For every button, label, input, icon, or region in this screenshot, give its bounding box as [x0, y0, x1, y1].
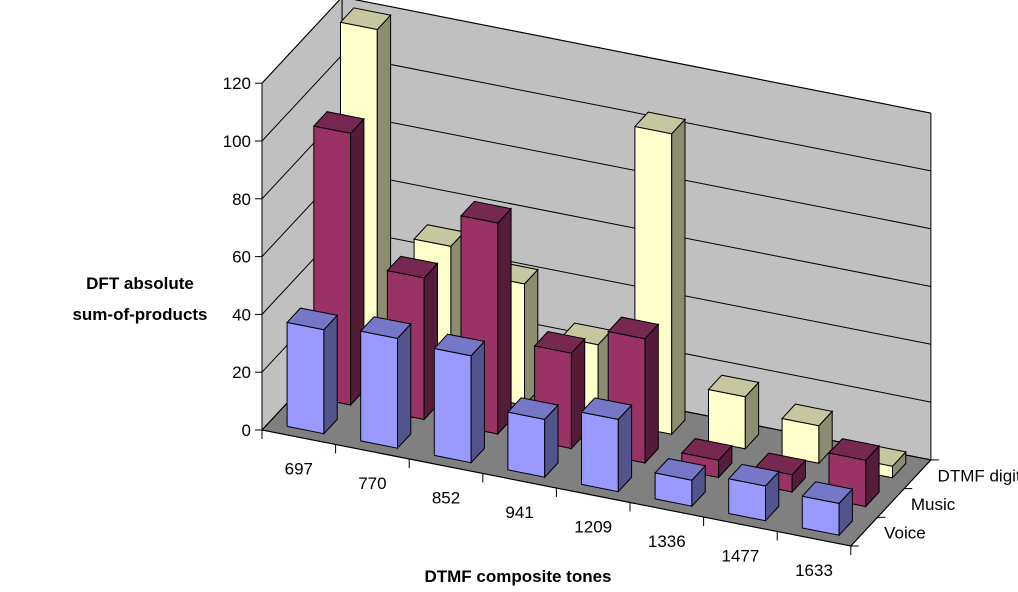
bar-top-face — [828, 438, 881, 461]
bar-side-face — [617, 403, 633, 493]
bar-front-face — [286, 321, 325, 435]
bar-top-face — [801, 481, 854, 504]
bar-voice-697 — [286, 307, 339, 435]
bar-top-face — [533, 330, 586, 354]
bar-top-face — [707, 374, 760, 398]
bar-top-face — [680, 438, 733, 461]
bar-top-face — [460, 200, 513, 224]
bar-top-face — [339, 7, 392, 31]
bar-voice-1336 — [654, 458, 707, 508]
bar-voice-1477 — [727, 463, 780, 522]
bar-top-face — [580, 397, 633, 420]
x-tick-label: 1209 — [574, 517, 612, 536]
y-tick-label: 20 — [232, 363, 251, 382]
bar-front-face — [360, 330, 398, 449]
bar-top-face — [386, 255, 439, 279]
y-tick-label: 40 — [232, 305, 251, 324]
bar-top-face — [312, 111, 365, 134]
bar-top-face — [633, 111, 686, 135]
bar-top-face — [286, 307, 339, 331]
gridline — [261, 0, 931, 114]
y-tick-label: 80 — [232, 190, 251, 209]
bar-side-face — [470, 340, 485, 464]
y-tick-label: 60 — [232, 248, 251, 267]
bar-front-face — [708, 388, 746, 450]
chart-labels: 0 20 40 60 80 100 120 697 770 852 941 1209 1336 1477 1… — [223, 74, 1018, 580]
bar-top-face — [654, 458, 707, 481]
y-tick-label: 100 — [223, 132, 251, 151]
bar-side-face — [497, 207, 512, 436]
y-tick-label: 0 — [242, 421, 251, 440]
y-axis-title-line-2: sum-of-products — [72, 305, 207, 324]
bar-side-face — [671, 118, 686, 436]
bar-voice-1209 — [580, 397, 633, 493]
x-tick-label: 1477 — [721, 546, 759, 565]
bar-dtmf-digit-1336 — [707, 374, 760, 451]
series-label-dtmf-digit: DTMF digit — [938, 466, 1018, 485]
chart-bars — [286, 7, 907, 537]
bar-top-face — [607, 316, 660, 340]
bar-voice-852 — [433, 333, 486, 464]
y-axis-title-line-1: DFT absolute — [86, 274, 194, 293]
bar-voice-941 — [506, 397, 559, 479]
bar-dtmf-digit-1477 — [781, 403, 834, 465]
x-tick-label: 941 — [505, 503, 533, 522]
bar-top-face — [781, 403, 834, 427]
series-label-voice: Voice — [884, 524, 926, 543]
bar-voice-1633 — [801, 481, 854, 537]
bar-voice-770 — [359, 316, 412, 450]
bar-side-face — [644, 323, 659, 465]
bar-front-face — [581, 411, 619, 493]
bar-side-face — [397, 322, 412, 450]
x-tick-label: 1633 — [795, 561, 833, 580]
bar-front-face — [507, 411, 546, 478]
bar-top-face — [727, 463, 780, 487]
bar-top-face — [359, 316, 412, 339]
bar-music-1633 — [828, 438, 881, 508]
series-label-music: Music — [911, 495, 956, 514]
x-tick-label: 852 — [432, 488, 460, 507]
bar-front-face — [433, 347, 472, 464]
bar-side-face — [323, 314, 338, 435]
x-tick-label: 1336 — [648, 532, 686, 551]
bar-top-face — [506, 397, 559, 420]
x-tick-label: 770 — [358, 474, 386, 493]
x-tick-label: 697 — [285, 459, 313, 478]
bar-top-face — [433, 333, 486, 357]
x-axis-title: DTMF composite tones — [424, 567, 611, 586]
y-tick-label: 120 — [223, 74, 251, 93]
depth-axis-line — [850, 459, 932, 547]
chart-axes — [255, 82, 939, 555]
